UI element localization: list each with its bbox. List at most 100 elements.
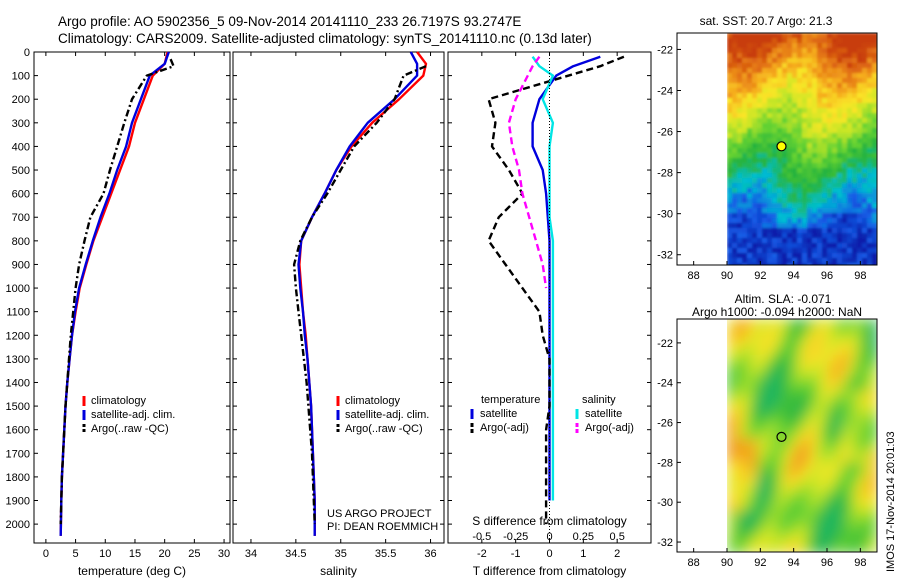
map-cell — [772, 183, 778, 189]
map-cell — [782, 168, 788, 174]
x-tick-label: 88 — [688, 270, 700, 282]
map-cell — [757, 153, 763, 159]
map-cell — [847, 343, 854, 350]
map-cell — [767, 113, 773, 119]
map-cell — [807, 263, 813, 265]
map-cell — [871, 361, 877, 368]
map-cell — [739, 517, 746, 524]
map-cell — [837, 248, 843, 254]
map-cell — [812, 233, 818, 239]
y-tick-label: 100 — [12, 71, 30, 83]
map-cell — [787, 188, 793, 194]
map-cell — [782, 128, 788, 134]
map-cell — [805, 409, 812, 416]
map-cell — [857, 133, 863, 139]
map-cell — [807, 33, 813, 39]
map-cell — [739, 505, 746, 512]
map-cell — [733, 511, 740, 518]
map-cell — [842, 243, 848, 249]
map-cell — [822, 218, 828, 224]
map-cell — [817, 223, 823, 229]
map-cell — [763, 517, 770, 524]
map-cell — [872, 88, 877, 94]
map-cell — [782, 243, 788, 249]
map-cell — [835, 361, 842, 368]
map-cell — [799, 349, 806, 356]
map-cell — [757, 331, 764, 338]
map-cell — [787, 63, 793, 69]
map-cell — [762, 133, 768, 139]
map-cell — [832, 83, 838, 89]
map-cell — [807, 198, 813, 204]
map-cell — [757, 243, 763, 249]
map-cell — [727, 469, 734, 476]
map-cell — [769, 451, 776, 458]
map-cell — [737, 198, 743, 204]
map-cell — [871, 505, 877, 512]
map-cell — [737, 98, 743, 104]
map-cell — [787, 118, 793, 124]
map-cell — [782, 258, 788, 264]
map-cell — [782, 98, 788, 104]
map-cell — [742, 173, 748, 179]
map-cell — [792, 168, 798, 174]
map-cell — [742, 263, 748, 265]
map-cell — [835, 325, 842, 332]
map-cell — [793, 493, 800, 500]
map-cell — [852, 218, 858, 224]
map-cell — [852, 88, 858, 94]
map-cell — [872, 78, 877, 84]
map-cell — [805, 421, 812, 428]
map-cell — [763, 361, 770, 368]
map-cell — [762, 148, 768, 154]
map-cell — [871, 409, 877, 416]
map-cell — [775, 535, 782, 542]
map-cell — [847, 243, 853, 249]
map-cell — [817, 133, 823, 139]
map-cell — [817, 48, 823, 54]
map-cell — [797, 213, 803, 219]
map-cell — [777, 108, 783, 114]
map-cell — [751, 391, 758, 398]
map-cell — [763, 379, 770, 386]
map-cell — [853, 385, 860, 392]
map-cell — [847, 78, 853, 84]
map-cell — [822, 53, 828, 59]
map-cell — [862, 253, 868, 259]
map-cell — [757, 238, 763, 244]
map-cell — [762, 198, 768, 204]
map-cell — [745, 529, 752, 536]
map-cell — [799, 379, 806, 386]
map-cell — [807, 138, 813, 144]
map-cell — [757, 319, 764, 326]
map-cell — [799, 499, 806, 506]
map-cell — [782, 233, 788, 239]
map-cell — [829, 403, 836, 410]
map-cell — [853, 433, 860, 440]
map-cell — [787, 445, 794, 452]
map-cell — [862, 43, 868, 49]
map-cell — [757, 451, 764, 458]
map-cell — [787, 463, 794, 470]
map-cell — [792, 133, 798, 139]
map-cell — [852, 153, 858, 159]
map-cell — [832, 158, 838, 164]
map-cell — [852, 113, 858, 119]
map-cell — [862, 108, 868, 114]
map-cell — [763, 541, 770, 548]
map-cell — [842, 178, 848, 184]
map-cell — [817, 198, 823, 204]
map-cell — [757, 457, 764, 464]
map-cell — [737, 43, 743, 49]
map-cell — [787, 337, 794, 344]
map-cell — [733, 445, 740, 452]
map-cell — [747, 213, 753, 219]
map-cell — [859, 421, 866, 428]
map-cell — [727, 228, 733, 234]
map-cell — [835, 433, 842, 440]
map-cell — [859, 505, 866, 512]
map-cell — [832, 183, 838, 189]
map-cell — [762, 258, 768, 264]
map-cell — [739, 355, 746, 362]
map-cell — [727, 463, 734, 470]
